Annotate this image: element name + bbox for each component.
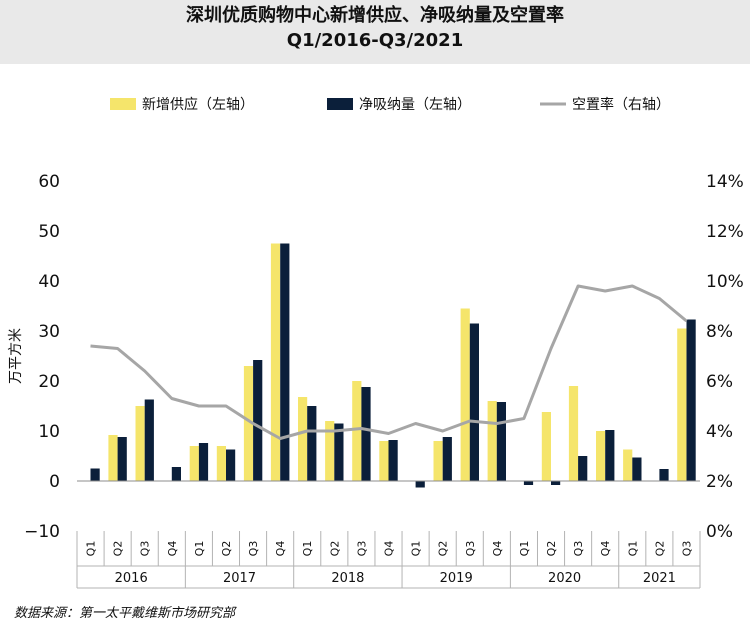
- left-tick-label: 30: [38, 322, 60, 342]
- year-label: 2019: [440, 571, 473, 586]
- quarter-label: Q2: [220, 541, 233, 557]
- right-tick-label: 6%: [706, 372, 733, 392]
- left-tick-label: −10: [24, 522, 60, 542]
- bar-net-absorption: [578, 456, 588, 481]
- quarter-label: Q2: [437, 541, 450, 557]
- quarter-label: Q2: [545, 541, 558, 557]
- left-tick-label: 0: [49, 472, 60, 492]
- quarter-label: Q4: [491, 541, 504, 557]
- chart-area: 新增供应（左轴） 净吸纳量（左轴） 空置率（右轴） −10 0 10 20 30 40 50 60 万…: [8, 96, 744, 589]
- legend-swatch-2: [327, 98, 353, 110]
- left-tick-label: 50: [38, 222, 60, 242]
- year-label: 2021: [643, 571, 676, 586]
- bar-net-absorption: [523, 481, 534, 485]
- left-tick-label: 10: [38, 422, 60, 442]
- bar-new-supply: [596, 431, 606, 481]
- left-axis-label: 万平方米: [8, 328, 24, 384]
- year-label: 2020: [548, 571, 581, 586]
- right-tick-label: 0%: [706, 522, 733, 542]
- bar-net-absorption: [551, 481, 561, 485]
- quarter-label: Q1: [193, 541, 206, 557]
- right-tick-label: 12%: [706, 222, 744, 242]
- quarter-label: Q3: [139, 541, 152, 557]
- right-tick-label: 14%: [706, 172, 744, 192]
- bar-new-supply: [108, 435, 118, 481]
- quarter-label: Q4: [383, 541, 396, 557]
- quarter-label: Q3: [681, 541, 694, 557]
- source-note: 数据来源：第一太平戴维斯市场研究部: [14, 606, 236, 621]
- bar-new-supply: [460, 308, 470, 481]
- chart-subtitle: Q1/2016-Q3/2021: [286, 30, 464, 51]
- bar-net-absorption: [307, 406, 317, 481]
- quarter-label: Q4: [166, 541, 179, 557]
- bar-net-absorption: [415, 481, 425, 488]
- bar-new-supply: [216, 446, 226, 481]
- bar-new-supply: [243, 366, 254, 481]
- right-tick-label: 8%: [706, 322, 733, 342]
- bar-new-supply: [623, 449, 633, 481]
- bar-net-absorption: [632, 457, 642, 481]
- year-label: 2016: [115, 571, 148, 586]
- bar-net-absorption: [144, 399, 154, 481]
- quarter-label: Q3: [247, 541, 260, 557]
- bar-new-supply: [325, 421, 335, 481]
- left-tick-label: 40: [38, 272, 60, 292]
- bar-net-absorption: [253, 360, 263, 481]
- year-label: 2017: [223, 571, 256, 586]
- quarter-label: Q1: [626, 541, 639, 557]
- bar-new-supply: [270, 243, 281, 481]
- quarter-label: Q3: [355, 541, 368, 557]
- bar-net-absorption: [361, 387, 371, 481]
- legend-swatch-1: [110, 98, 136, 110]
- left-tick-label: 60: [38, 172, 60, 192]
- bar-new-supply: [677, 328, 687, 481]
- vacancy-rate-line: [90, 284, 688, 440]
- bar-net-absorption: [496, 402, 506, 481]
- bar-net-absorption: [686, 319, 696, 481]
- bar-net-absorption: [171, 467, 181, 481]
- legend-label-2: 净吸纳量（左轴）: [359, 97, 471, 113]
- year-label: 2018: [331, 571, 364, 586]
- bar-net-absorption: [334, 423, 344, 481]
- right-tick-label: 10%: [706, 272, 744, 292]
- bar-net-absorption: [117, 437, 127, 481]
- bar-new-supply: [189, 446, 199, 481]
- bar-net-absorption: [659, 469, 669, 481]
- quarter-label: Q2: [653, 541, 666, 557]
- bar-new-supply: [433, 441, 443, 481]
- quarter-label: Q3: [572, 541, 585, 557]
- chart-title: 深圳优质购物中心新增供应、净吸纳量及空置率: [186, 5, 564, 26]
- quarter-label: Q1: [85, 541, 98, 557]
- bar-net-absorption: [280, 243, 290, 481]
- legend-label-3: 空置率（右轴）: [572, 96, 670, 113]
- bar-net-absorption: [605, 430, 615, 481]
- quarter-label: Q2: [112, 541, 125, 557]
- bar-net-absorption: [442, 437, 452, 481]
- legend-label-1: 新增供应（左轴）: [142, 96, 254, 113]
- quarter-label: Q1: [301, 541, 314, 557]
- bar-net-absorption: [90, 468, 100, 481]
- right-tick-label: 2%: [706, 472, 733, 492]
- quarter-label: Q4: [274, 541, 287, 557]
- bar-new-supply: [352, 381, 362, 481]
- bar-net-absorption: [226, 449, 236, 481]
- bar-new-supply: [379, 441, 389, 481]
- bar-new-supply: [541, 412, 551, 481]
- bar-new-supply: [568, 386, 579, 481]
- bar-net-absorption: [469, 323, 479, 481]
- bar-net-absorption: [388, 440, 398, 481]
- quarter-label: Q2: [328, 541, 341, 557]
- right-tick-label: 4%: [706, 422, 733, 442]
- quarter-label: Q4: [599, 541, 612, 557]
- quarter-label: Q1: [410, 541, 423, 557]
- title-band: 深圳优质购物中心新增供应、净吸纳量及空置率 Q1/2016-Q3/2021: [0, 0, 750, 64]
- bar-new-supply: [135, 406, 145, 481]
- bar-net-absorption: [198, 443, 209, 481]
- left-tick-label: 20: [38, 372, 60, 392]
- bar-new-supply: [298, 397, 308, 481]
- quarter-label: Q1: [518, 541, 531, 557]
- bar-new-supply: [487, 401, 497, 481]
- quarter-label: Q3: [464, 541, 477, 557]
